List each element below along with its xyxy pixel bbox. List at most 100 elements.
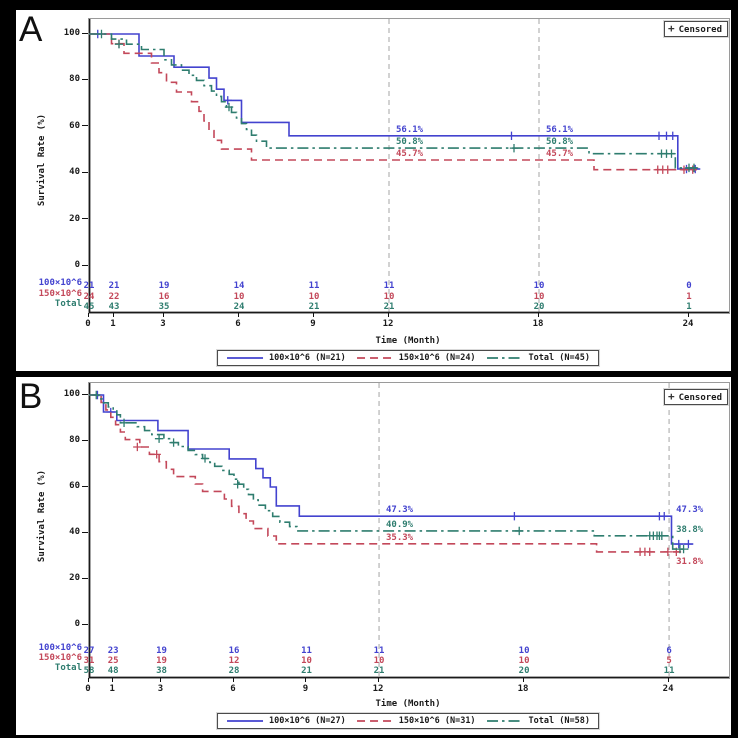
survival-curve-red [89,394,682,553]
risk-value: 12 [229,656,240,666]
y-tick-label: 80 [69,435,80,445]
annotation-label: 50.8% [396,137,424,147]
censor-mark-blue [507,131,516,141]
censored-label: Censored [678,393,722,403]
risk-row-label: Total [54,299,82,309]
censor-mark-red [679,165,689,174]
risk-value: 43 [109,302,120,312]
x-tick-label: 9 [310,319,316,329]
risk-value: 10 [301,656,312,666]
legend-entry-green: Total (N=58) [486,716,590,726]
x-tickmark [522,678,524,682]
km-curves-b: 47.3% 40.9% 35.3% 47.3% 38.8% 31.8% 27 23 19 16 11… [84,383,729,678]
x-tickmark [160,678,161,682]
legend-entry-blue: 100×10^6 (N=27) [226,716,346,726]
risk-value: 35 [159,302,170,312]
y-tick-label: 20 [69,213,80,224]
censor-mark-red [645,547,654,557]
risk-row-label: 100×10^6 [38,643,82,653]
censor-mark-green [233,480,242,489]
risk-value: 19 [156,656,167,666]
risk-value: 10 [234,292,245,302]
annotation-label: 47.3% [386,505,414,515]
risk-value: 11 [301,646,312,656]
risk-value: 6 [666,646,671,656]
x-tick-label: 24 [662,684,674,694]
legend-label: 100×10^6 (N=27) [269,716,346,726]
censor-mark-red [133,442,142,452]
legend-label: 150×10^6 (N=24) [398,353,476,363]
risk-value: 27 [84,646,95,656]
legend-line-sample-red [356,357,393,359]
x-tick-label: 0 [85,319,91,329]
annotation-label: 50.8% [546,137,574,147]
censor-mark-green [92,390,101,400]
y-tickmark [82,439,88,441]
x-tickmark [312,313,314,317]
y-tick-label: 40 [69,167,80,178]
censor-mark-blue [510,512,519,521]
risk-value: 20 [534,302,545,312]
survival-plot-a: 56.1% 50.8% 45.7% 56.1% 50.8% 45.7% 21 21 19 14 11… [84,18,730,314]
series-legend-a: 100×10^6 (N=21) 150×10^6 (N=24) Total (N=4… [217,350,599,366]
legend-label: Total (N=58) [528,716,590,726]
annotation-label: 56.1% [546,125,574,135]
censor-mark-blue [223,96,232,105]
x-tick-label: 12 [372,684,384,694]
y-tickmark [82,485,88,487]
censor-mark-green [689,163,699,173]
censor-mark-blue [684,539,693,549]
panel-a-letter: A [19,10,43,49]
risk-value: 14 [234,281,245,291]
censor-mark-green [200,454,210,463]
risk-value: 28 [229,666,240,676]
censor-mark-green [97,29,106,39]
risk-value: 1 [686,302,691,312]
censor-mark-green [224,102,234,112]
legend-line-sample-green [486,357,523,359]
annotation-label: 35.3% [386,533,414,543]
x-tick-label: 12 [382,319,394,329]
risk-value: 5 [666,656,671,666]
x-tickmark [237,313,239,317]
censored-label: Censored [678,25,722,35]
x-tickmark [687,313,689,317]
censor-mark-red [663,547,673,557]
censor-mark-green [114,40,124,49]
x-tickmark [387,313,389,317]
annotation-label: 31.8% [676,557,704,567]
legend-line-sample-red [356,720,393,722]
risk-value: 10 [384,292,395,302]
panel-b-letter: B [19,377,43,416]
km-curves-a: 56.1%50.8%45.7%56.1%50.8%45.7%21 21 19 14 11… [84,19,729,313]
censored-legend-box-a: + Censored [664,21,728,37]
y-axis-title-a: Survival Rate (%) [37,113,47,207]
risk-value: 23 [108,646,119,656]
risk-value: 25 [108,656,119,666]
annotation-label: 38.8% [676,525,704,535]
survival-curve-red [89,33,697,171]
legend-line-sample-green [486,720,523,722]
x-axis-title-a: Time (Month) [375,336,441,346]
risk-value: 21 [384,302,395,312]
risk-value: 21 [374,666,385,676]
risk-value: 21 [84,281,95,291]
y-tick-label: 60 [69,120,80,131]
censor-mark-green [679,544,688,554]
y-tick-label: 20 [69,573,80,583]
risk-value: 19 [159,281,170,291]
x-tickmark [112,313,114,317]
survival-plot-b: 47.3% 40.9% 35.3% 47.3% 38.8% 31.8% 27 23 19 16 11… [84,382,730,679]
series-legend-b: 100×10^6 (N=27) 150×10^6 (N=31) Total (N=5… [217,713,599,729]
x-tick-label: 3 [160,319,166,329]
risk-value: 11 [309,281,320,291]
censor-mark-red [152,450,161,459]
x-axis-title-b: Time (Month) [375,699,441,709]
x-tick-label: 6 [230,684,236,694]
risk-value: 21 [301,666,312,676]
risk-value: 16 [229,646,240,656]
censor-mark-green [509,143,519,153]
x-tickmark [667,678,669,682]
x-tick-label: 3 [157,684,164,694]
y-tickmark [82,531,88,533]
